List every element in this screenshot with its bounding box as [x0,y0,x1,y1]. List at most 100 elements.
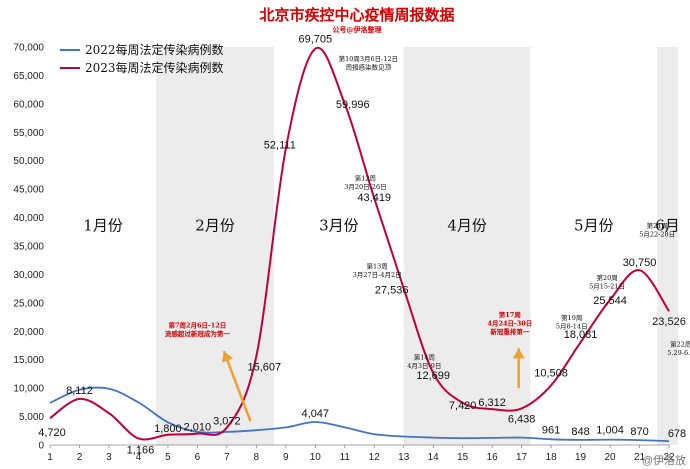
annotation-text: 5月8-14日 [556,322,588,330]
data-label: 8,112 [66,385,93,397]
x-tick-label: 3 [106,452,112,463]
annotation-text: 新冠重排第一 [490,327,530,336]
annotation-text: 5.29-6.4 [667,349,690,357]
y-tick-label: 15,000 [13,355,44,366]
y-tick-label: 0 [38,441,44,452]
y-tick-label: 5,000 [19,412,44,423]
x-tick-label: 4 [136,452,142,463]
data-label: 2,010 [184,422,212,434]
data-label: 4,047 [302,408,330,420]
month-band-shade [657,47,678,445]
annotation-text: 第14周 [414,353,435,362]
data-label: 59,996 [336,99,370,111]
y-tick-label: 45,000 [13,185,44,196]
month-label: 3月份 [319,217,359,235]
data-label: 43,419 [357,192,391,204]
x-tick-label: 16 [487,452,499,463]
x-tick-label: 21 [634,452,646,463]
y-tick-label: 10,000 [13,384,44,395]
data-label: 3,072 [213,416,241,428]
arrow-shaft [222,350,252,422]
month-label: 2月份 [195,217,235,235]
y-tick-label: 30,000 [13,270,44,281]
data-label: 870 [630,426,648,438]
y-tick-label: 60,000 [13,99,44,110]
month-label: 1月份 [83,217,123,235]
data-label: 10,508 [534,367,568,379]
x-tick-label: 10 [310,452,322,463]
x-tick-label: 20 [604,452,616,463]
watermark: @伊洛放 [642,453,686,467]
y-tick-label: 40,000 [13,213,44,224]
legend: 2022每周法定传染病例数 2023每周法定传染病例数 [60,42,224,75]
annotation-text: 流感超过新冠成为第一 [165,329,231,338]
data-label: 1,800 [154,423,182,435]
annotation-text: 第22周 [670,340,690,349]
annotation-text: 3月20日-26日 [344,183,386,191]
month-label: 6月 [655,217,680,235]
legend-label: 2022每周法定传染病例数 [85,42,224,57]
axes: 0 5,000 10,000 15,000 20,000 25,000 30,000 35,0… [13,43,675,464]
y-tick-label: 20,000 [13,327,44,338]
month-label: 4月份 [447,217,487,235]
data-label: 69,705 [298,34,332,46]
x-tick-label: 19 [575,452,587,463]
y-tick-label: 70,000 [13,43,44,54]
annotation-text: 第7周2月6日-12日 [168,320,226,329]
x-tick-label: 15 [457,452,469,463]
annotation-text: 第20周 [596,273,617,282]
legend-label: 2023每周法定传染病例数 [85,60,224,75]
data-label: 961 [542,425,560,437]
data-label: 1,166 [127,444,155,456]
arrow-head [221,351,234,363]
data-label: 52,111 [264,140,296,152]
y-tick-label: 25,000 [13,298,44,309]
month-bands: 1月份 2月份 3月份 4月份 5月份 6月 [83,47,680,445]
x-tick-label: 18 [546,452,558,463]
annotation-text: 3月27日-4月2日 [353,271,402,279]
data-label: 1,004 [596,424,624,436]
x-tick-label: 5 [165,452,171,463]
annotation-text: 第17周 [499,310,521,319]
y-tick-label: 65,000 [13,71,44,82]
data-label: 30,750 [623,257,657,269]
annotation-text: 第13周 [367,262,388,271]
data-label: 23,526 [652,316,686,328]
x-tick-label: 22 [663,452,675,463]
series-line-2 [49,46,670,441]
data-label: 25,544 [593,295,627,307]
annotation-text: 第21周 [647,221,668,230]
annotation-text: 4月3日-9日 [407,362,441,370]
series-line-1 [49,386,670,442]
data-label: 27,536 [375,284,409,296]
x-tick-label: 17 [516,452,528,463]
x-tick-label: 8 [254,452,260,463]
data-label: 12,699 [416,370,450,382]
x-tick-label: 2 [77,452,83,463]
data-label: 678 [668,428,686,440]
data-label: 6,438 [508,413,536,425]
chart-subtitle: 公号@伊洛整理 [333,25,382,34]
x-tick-label: 7 [224,452,230,463]
series-lines [49,46,670,442]
data-label: 4,720 [38,427,66,439]
month-label: 5月份 [574,217,614,235]
x-tick-label: 6 [195,452,201,463]
annotation-text: 周报感染数见顶 [346,63,392,72]
data-label: 18,081 [564,329,598,341]
data-label: 848 [571,426,589,438]
annotation-text: 第19周 [561,313,582,322]
x-tick-label: 1 [47,452,53,463]
data-label: 7,420 [449,400,477,412]
month-band-shade [403,47,531,445]
x-tick-label: 12 [369,452,381,463]
annotation-text: 5月15-21日 [589,283,625,291]
annotation-text: 第10周3月6日-12日 [339,54,399,63]
x-tick-label: 14 [428,452,440,463]
y-tick-label: 35,000 [13,242,44,253]
chart-title: 北京市疾控中心疫情周报数据 [259,6,454,24]
y-tick-label: 50,000 [13,156,44,167]
y-tick-label: 55,000 [13,128,44,139]
data-label: 6,312 [478,397,506,409]
